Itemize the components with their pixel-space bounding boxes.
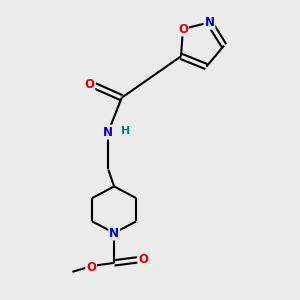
Text: H: H [121,126,130,136]
Text: N: N [103,126,113,139]
Text: O: O [138,253,148,266]
Text: O: O [84,78,94,91]
Text: N: N [205,16,214,29]
Text: O: O [86,261,96,274]
Text: O: O [178,22,188,35]
Text: N: N [109,226,119,239]
